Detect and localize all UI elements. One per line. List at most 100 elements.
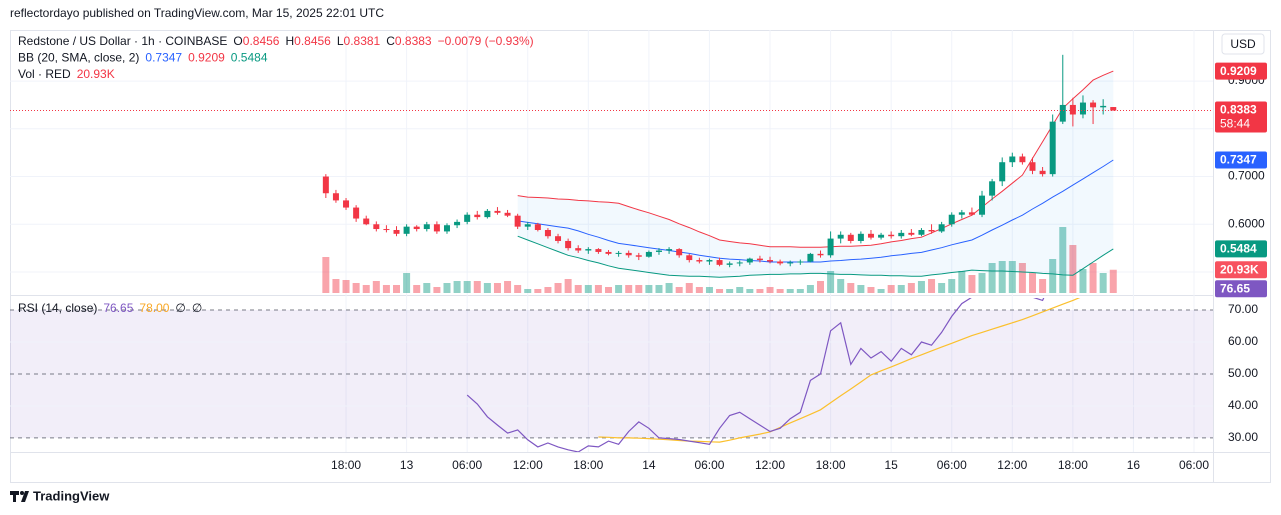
candle-body	[373, 224, 380, 230]
volume-bar	[786, 289, 794, 293]
volume-bar	[615, 285, 623, 293]
candle-body	[433, 224, 440, 232]
y-tick-label: 60.00	[1228, 334, 1258, 348]
volume-bar	[423, 283, 431, 293]
legend-value: 0.8456	[243, 34, 280, 48]
volume-bar	[504, 281, 512, 293]
candle-body	[888, 234, 895, 237]
candle-body	[454, 221, 461, 226]
candle-body	[1049, 121, 1056, 175]
last-price-badge	[1215, 101, 1267, 133]
volume-bar	[726, 289, 734, 293]
candle-body	[343, 200, 350, 208]
volume-bar	[605, 287, 613, 293]
candle-body	[867, 233, 874, 238]
candle-body	[736, 262, 743, 264]
volume-bar	[473, 281, 481, 293]
candle-body	[494, 210, 501, 213]
volume-bar	[322, 257, 330, 293]
volume-bar	[443, 283, 451, 293]
candle-body	[534, 224, 541, 230]
candle-body	[827, 238, 834, 256]
volume-bar	[968, 275, 976, 293]
volume-bar	[1089, 263, 1097, 293]
volume-bar	[958, 271, 966, 293]
candle-body	[666, 249, 673, 251]
candle-body	[716, 260, 723, 265]
candle-body	[1029, 162, 1036, 171]
candle-body	[605, 251, 612, 254]
candle-body	[1079, 102, 1086, 115]
x-tick-label: 18:00	[573, 458, 603, 472]
y-tick-label: 30.00	[1228, 430, 1258, 444]
price-badge-label: 0.9209	[1220, 64, 1257, 78]
band-upper	[517, 70, 1114, 248]
price-badge-label: 0.7347	[1220, 153, 1257, 167]
candle-body	[363, 218, 370, 225]
volume-bar	[978, 273, 986, 293]
volume-bar	[1039, 279, 1047, 293]
price-badge-label: 0.5484	[1220, 242, 1257, 256]
legend-row: RSI (14, close) 76.65 78.00 ∅ ∅	[18, 301, 202, 315]
countdown: 58:44	[1220, 117, 1250, 131]
candle-body	[979, 195, 986, 215]
candle-body	[999, 162, 1006, 182]
candle-body	[797, 261, 804, 263]
volume-bar	[1008, 261, 1016, 293]
volume-bar	[867, 287, 875, 293]
volume-bar	[564, 279, 572, 293]
candle-body	[353, 207, 360, 219]
candle-body	[332, 193, 339, 201]
x-tick-label: 14	[642, 458, 656, 472]
candle-body	[968, 212, 975, 215]
logo	[10, 491, 29, 502]
x-tick-label: 18:00	[1058, 458, 1088, 472]
candle-body	[958, 212, 965, 215]
candle-body	[1009, 156, 1016, 163]
candle-body	[938, 224, 945, 232]
volume-bar	[776, 289, 784, 293]
last-price-label: 0.8383	[1220, 103, 1257, 117]
volume-bar	[362, 285, 370, 293]
x-tick-label: 06:00	[1179, 458, 1209, 472]
legend-key: L	[337, 34, 344, 48]
candle-body	[565, 240, 572, 249]
candle-body	[403, 226, 410, 234]
volume-bar	[817, 281, 824, 293]
candle-body	[777, 261, 784, 264]
volume-bar	[453, 281, 461, 293]
footer-brand: TradingView	[33, 488, 110, 503]
volume-bar	[675, 287, 683, 293]
volume-bar	[907, 283, 915, 293]
candle-body	[423, 224, 430, 230]
legend-value: −0.0079 (−0.93%)	[438, 34, 534, 48]
volume-bar	[917, 281, 925, 293]
candle-body	[645, 251, 652, 257]
volume-bar	[736, 287, 744, 293]
candle-body	[655, 250, 662, 252]
candle-body	[918, 229, 925, 235]
y-tick-label: 0.7000	[1228, 169, 1265, 183]
legend-value: Redstone / US Dollar · 1h · COINBASE	[18, 34, 227, 48]
candle-body	[615, 252, 622, 254]
volume-bar	[1059, 227, 1067, 293]
candle-body	[726, 263, 733, 265]
candle-body	[787, 262, 794, 264]
candle-body	[635, 255, 642, 257]
price-badge	[1215, 151, 1267, 169]
candle-body	[524, 224, 531, 227]
volume-bar	[655, 285, 663, 293]
legend-value: 0.5484	[231, 51, 268, 65]
legend-row: BB (20, SMA, close, 2) 0.7347 0.9209 0.5484	[18, 51, 268, 65]
volume-bar	[393, 285, 401, 293]
legend-value: ∅	[175, 301, 185, 315]
legend-value: 76.65	[103, 301, 133, 315]
volume-bar	[463, 281, 471, 293]
volume-bar	[1069, 245, 1077, 293]
volume-bar	[988, 263, 996, 293]
header: reflectordayo published on TradingView.c…	[10, 6, 384, 20]
volume-bar	[756, 289, 764, 293]
volume-bar	[433, 287, 441, 293]
